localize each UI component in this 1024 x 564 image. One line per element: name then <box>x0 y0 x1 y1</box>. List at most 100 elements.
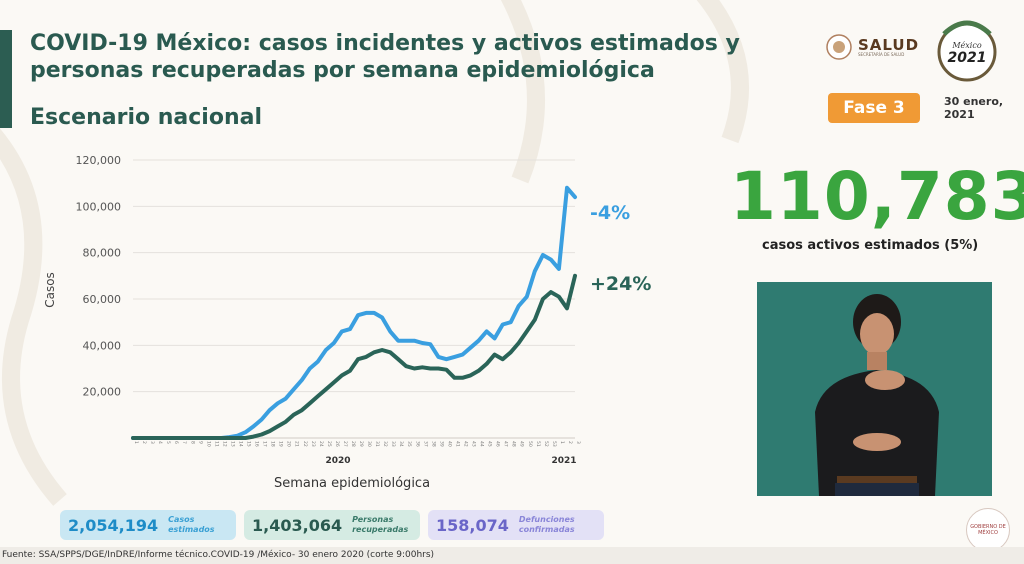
x-tick-46: 47 <box>503 441 509 447</box>
x-tick-27: 28 <box>350 441 356 447</box>
x-tick-2: 3 <box>149 441 155 444</box>
stat-estimated-cases-label-2: estimados <box>168 525 215 534</box>
x-tick-7: 8 <box>189 441 195 444</box>
x-tick-43: 44 <box>479 441 485 447</box>
x-tick-35: 36 <box>414 441 420 447</box>
x-tick-9: 10 <box>205 441 211 447</box>
chart-grid <box>133 159 575 439</box>
interpreter-figure <box>757 282 992 496</box>
x-tick-12: 13 <box>229 441 235 447</box>
x-tick-23: 24 <box>318 441 324 447</box>
y-tick-60000: 60,000 <box>83 293 122 306</box>
x-tick-18: 19 <box>278 441 284 447</box>
stat-recovered-label-2: recuperadas <box>352 525 409 534</box>
stat-deaths-label: Defunciones confirmadas <box>519 515 575 535</box>
report-date-line1: 30 enero, <box>944 95 1004 108</box>
x-tick-25: 26 <box>334 441 340 447</box>
x-tick-37: 38 <box>430 441 436 447</box>
sign-language-interpreter-video <box>757 282 992 496</box>
x-year-label-2020: 2020 <box>325 456 350 466</box>
x-tick-labels: 1 2 3 4 5 6 7 8 9 10 11 12 13 14 15 16 17 18 19 20 21 22 23 24 2… <box>133 441 581 447</box>
source-footnote: Fuente: SSA/SPPS/DGE/InDRE/Informe técni… <box>0 547 1024 564</box>
report-date: 30 enero, 2021 <box>944 95 1003 121</box>
x-tick-40: 41 <box>454 441 460 447</box>
svg-text:México: México <box>951 41 981 50</box>
series-line-0 <box>131 185 577 440</box>
gobierno-mexico-seal-text: GOBIERNO DE MÉXICO <box>970 524 1006 536</box>
x-tick-42: 43 <box>471 441 477 447</box>
y-axis-label: Casos <box>43 272 57 308</box>
active-cases-number: 110,783 <box>730 158 1024 235</box>
salud-logo: SALUD SECRETARÍA DE SALUD <box>826 34 919 60</box>
x-tick-11: 12 <box>221 441 227 447</box>
x-tick-28: 29 <box>358 441 364 447</box>
x-axis-label: Semana epidemiológica <box>274 476 430 491</box>
x-tick-4: 5 <box>165 441 171 444</box>
salud-logo-text: SALUD <box>858 35 920 54</box>
x-tick-45: 46 <box>495 441 501 447</box>
svg-text:2021: 2021 <box>948 50 987 66</box>
x-tick-29: 30 <box>366 441 372 447</box>
x-tick-13: 14 <box>237 441 243 447</box>
stat-recovered-label: Personas recuperadas <box>352 515 408 535</box>
x-tick-22: 23 <box>310 441 316 447</box>
salud-emblem-icon <box>826 34 852 60</box>
y-tick-100000: 100,000 <box>76 200 122 213</box>
stat-recovered: 1,403,064 Personas recuperadas <box>244 510 420 540</box>
title-accent-bar <box>0 30 12 128</box>
x-tick-10: 11 <box>213 441 219 447</box>
x-tick-6: 7 <box>181 441 187 444</box>
stat-deaths: 158,074 Defunciones confirmadas <box>428 510 604 540</box>
cases-line-chart: 20,000 40,000 60,000 80,000 100,000 120,000 1… <box>43 154 651 491</box>
x-tick-36: 37 <box>422 441 428 447</box>
x-tick-51: 52 <box>543 441 549 447</box>
stat-recovered-value: 1,403,064 <box>252 515 343 535</box>
stat-deaths-label-2: confirmadas <box>518 525 575 534</box>
x-year-label-2021: 2021 <box>551 456 576 466</box>
chart-series <box>131 185 577 440</box>
x-tick-31: 32 <box>382 441 388 447</box>
x-tick-15: 16 <box>254 441 260 447</box>
y-tick-120000: 120,000 <box>76 154 122 167</box>
slide-subtitle: Escenario nacional <box>30 105 263 130</box>
x-tick-32: 33 <box>390 441 396 447</box>
series-line-1 <box>131 273 577 440</box>
report-date-line2: 2021 <box>944 108 975 121</box>
x-tick-20: 21 <box>294 441 300 447</box>
series-change-label-0: -4% <box>590 202 630 224</box>
gobierno-mexico-seal: GOBIERNO DE MÉXICO <box>966 508 1010 552</box>
y-tick-labels: 20,000 40,000 60,000 80,000 100,000 120,000 <box>76 154 122 399</box>
salud-logo-subtext: SECRETARÍA DE SALUD <box>858 51 905 57</box>
x-tick-55: 3 <box>575 441 581 444</box>
y-tick-20000: 20,000 <box>83 386 122 399</box>
x-tick-21: 22 <box>302 441 308 447</box>
stat-estimated-cases: 2,054,194 Casos estimados <box>60 510 236 540</box>
x-tick-26: 27 <box>342 441 348 447</box>
stat-estimated-cases-label-1: Casos <box>168 515 195 524</box>
y-tick-40000: 40,000 <box>83 339 122 352</box>
x-tick-8: 9 <box>197 441 203 444</box>
x-tick-19: 20 <box>286 441 292 447</box>
stat-recovered-label-1: Personas <box>352 515 394 524</box>
stat-deaths-label-1: Defunciones <box>518 515 575 524</box>
x-tick-44: 45 <box>487 441 493 447</box>
x-tick-47: 48 <box>511 441 517 447</box>
x-tick-16: 17 <box>262 441 268 447</box>
x-tick-14: 15 <box>246 441 252 447</box>
x-tick-1: 2 <box>141 441 147 444</box>
x-tick-17: 18 <box>270 441 276 447</box>
mexico-2021-seal-icon: México 2021 <box>937 20 997 82</box>
stat-deaths-value: 158,074 <box>436 515 509 535</box>
x-tick-49: 50 <box>527 441 533 447</box>
active-cases-label: casos activos estimados (5%) <box>762 238 979 253</box>
stat-estimated-cases-label: Casos estimados <box>168 515 214 535</box>
x-tick-52: 53 <box>551 441 557 447</box>
y-tick-80000: 80,000 <box>83 247 122 260</box>
x-tick-38: 39 <box>438 441 444 447</box>
x-tick-30: 31 <box>374 441 380 447</box>
x-tick-33: 34 <box>398 441 404 447</box>
stat-estimated-cases-value: 2,054,194 <box>68 515 159 535</box>
x-tick-41: 42 <box>462 441 468 447</box>
x-tick-48: 49 <box>519 441 525 447</box>
